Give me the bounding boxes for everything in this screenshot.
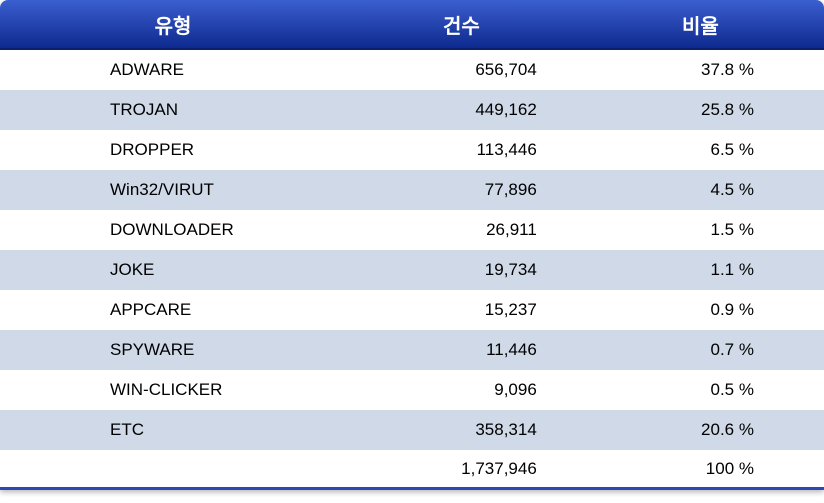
cell-ratio: 100 %: [577, 459, 824, 479]
table-row: APPCARE 15,237 0.9 %: [0, 290, 824, 330]
cell-ratio: 37.8 %: [577, 60, 824, 80]
cell-count: 26,911: [346, 220, 577, 240]
cell-type: Win32/VIRUT: [0, 180, 346, 200]
cell-type: TROJAN: [0, 100, 346, 120]
cell-count: 77,896: [346, 180, 577, 200]
cell-type: DROPPER: [0, 140, 346, 160]
cell-ratio: 25.8 %: [577, 100, 824, 120]
table-row: JOKE 19,734 1.1 %: [0, 250, 824, 290]
header-type: 유형: [0, 10, 346, 39]
table-row: DROPPER 113,446 6.5 %: [0, 130, 824, 170]
cell-count: 449,162: [346, 100, 577, 120]
table-row: TROJAN 449,162 25.8 %: [0, 90, 824, 130]
cell-type: DOWNLOADER: [0, 220, 346, 240]
cell-type: ETC: [0, 420, 346, 440]
cell-count: 656,704: [346, 60, 577, 80]
table-row: Win32/VIRUT 77,896 4.5 %: [0, 170, 824, 210]
cell-count: 358,314: [346, 420, 577, 440]
cell-type: SPYWARE: [0, 340, 346, 360]
cell-count: 11,446: [346, 340, 577, 360]
cell-type: WIN-CLICKER: [0, 380, 346, 400]
cell-ratio: 1.5 %: [577, 220, 824, 240]
malware-stats-table: 유형 건수 비율 ADWARE 656,704 37.8 % TROJAN 44…: [0, 0, 824, 490]
cell-ratio: 6.5 %: [577, 140, 824, 160]
cell-type: APPCARE: [0, 300, 346, 320]
cell-type: JOKE: [0, 260, 346, 280]
cell-count: 15,237: [346, 300, 577, 320]
cell-count: 19,734: [346, 260, 577, 280]
cell-ratio: 4.5 %: [577, 180, 824, 200]
table-total-row: 1,737,946 100 %: [0, 450, 824, 490]
cell-ratio: 0.7 %: [577, 340, 824, 360]
cell-ratio: 20.6 %: [577, 420, 824, 440]
cell-count: 9,096: [346, 380, 577, 400]
cell-ratio: 0.9 %: [577, 300, 824, 320]
cell-count: 113,446: [346, 140, 577, 160]
cell-ratio: 1.1 %: [577, 260, 824, 280]
table-header-row: 유형 건수 비율: [0, 0, 824, 50]
header-count: 건수: [346, 10, 577, 39]
table-row: ADWARE 656,704 37.8 %: [0, 50, 824, 90]
table-row: WIN-CLICKER 9,096 0.5 %: [0, 370, 824, 410]
header-ratio: 비율: [577, 10, 824, 39]
cell-type: ADWARE: [0, 60, 346, 80]
table-row: DOWNLOADER 26,911 1.5 %: [0, 210, 824, 250]
table-body: ADWARE 656,704 37.8 % TROJAN 449,162 25.…: [0, 50, 824, 490]
cell-count: 1,737,946: [346, 459, 577, 479]
table-row: SPYWARE 11,446 0.7 %: [0, 330, 824, 370]
cell-ratio: 0.5 %: [577, 380, 824, 400]
table-row: ETC 358,314 20.6 %: [0, 410, 824, 450]
